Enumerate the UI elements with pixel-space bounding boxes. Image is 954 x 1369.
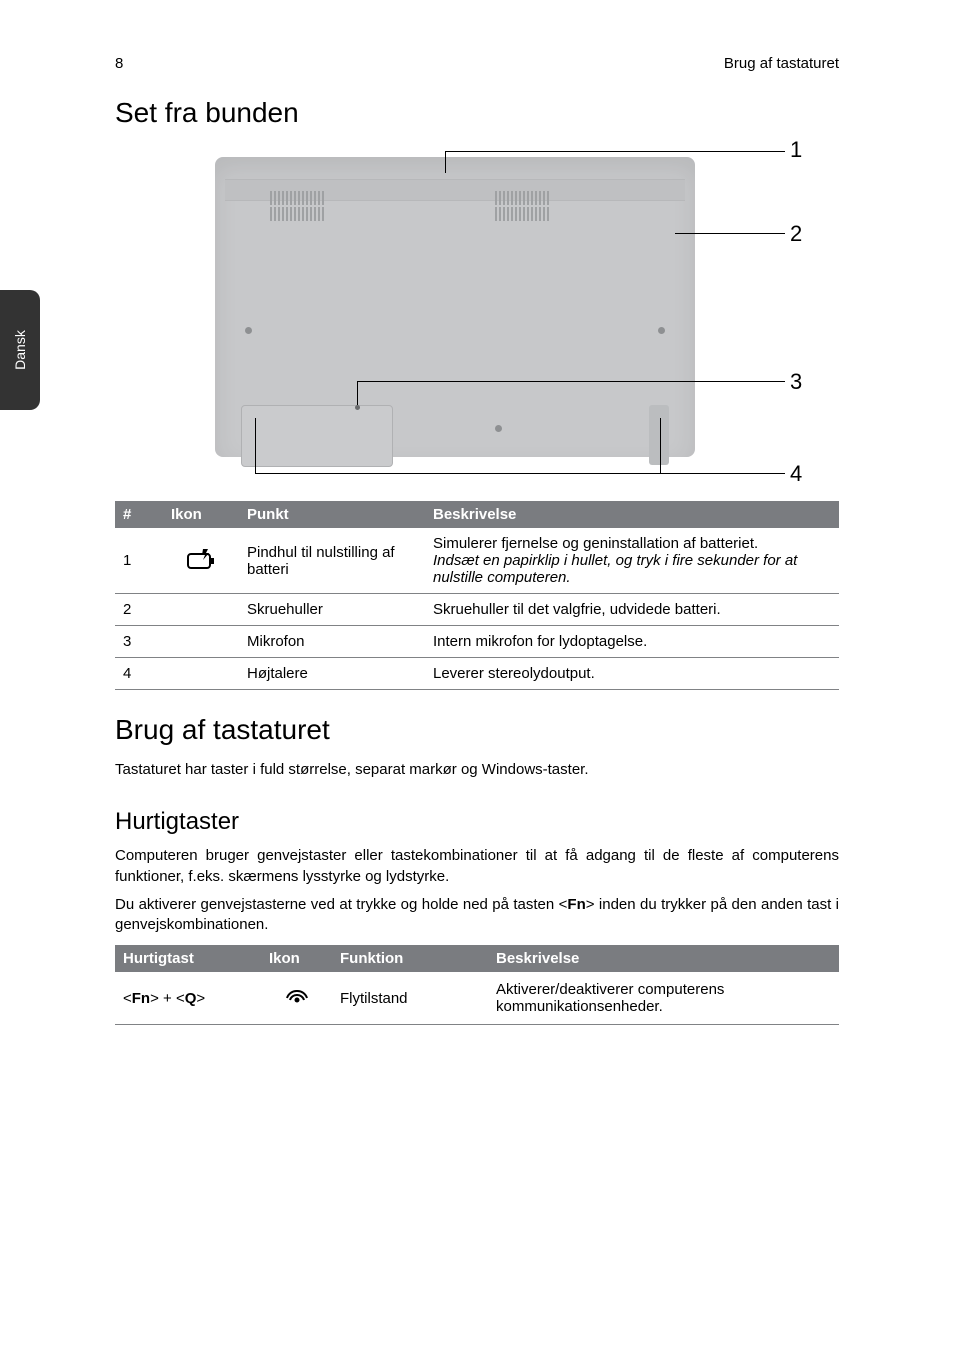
keyboard-intro: Tastaturet har taster i fuld størrelse, … bbox=[115, 760, 839, 780]
cell-num: 4 bbox=[115, 658, 163, 690]
cell-num: 2 bbox=[115, 594, 163, 626]
language-tab: Dansk bbox=[0, 290, 40, 410]
table-row: 1 Pindhul til nulstilling af batteri Sim… bbox=[115, 528, 839, 594]
components-table: # Ikon Punkt Beskrivelse 1 Pindhul til n… bbox=[115, 501, 839, 690]
cell-besk: Leverer stereolydoutput. bbox=[425, 658, 839, 690]
table-row: 2 Skruehuller Skruehuller til det valgfr… bbox=[115, 594, 839, 626]
th-besk: Beskrivelse bbox=[488, 945, 839, 972]
cell-func: Flytilstand bbox=[332, 972, 488, 1025]
table-row: 3 Mikrofon Intern mikrofon for lydoptage… bbox=[115, 626, 839, 658]
header-section: Brug af tastaturet bbox=[724, 55, 839, 72]
cell-besk: Intern mikrofon for lydoptagelse. bbox=[425, 626, 839, 658]
laptop-bottom-shell bbox=[215, 157, 695, 457]
heading-bottom-view: Set fra bunden bbox=[115, 97, 839, 129]
th-icon: Ikon bbox=[163, 501, 239, 528]
th-hotkey: Hurtigtast bbox=[115, 945, 261, 972]
heading-hotkeys: Hurtigtaster bbox=[115, 808, 839, 836]
th-func: Funktion bbox=[332, 945, 488, 972]
cell-num: 1 bbox=[115, 528, 163, 594]
language-label: Dansk bbox=[12, 330, 28, 370]
cell-punkt: Pindhul til nulstilling af batteri bbox=[239, 528, 425, 594]
cell-besk: Aktiverer/deaktiverer computerens kommun… bbox=[488, 972, 839, 1025]
hotkeys-table: Hurtigtast Ikon Funktion Beskrivelse <Fn… bbox=[115, 945, 839, 1025]
page-number: 8 bbox=[115, 55, 123, 72]
bottom-view-diagram: 1 2 3 4 bbox=[215, 143, 815, 483]
battery-reset-icon bbox=[163, 528, 239, 594]
page-header: 8 Brug af tastaturet bbox=[115, 55, 839, 72]
callout-1: 1 bbox=[790, 137, 802, 163]
cell-hotkey: <Fn> + <Q> bbox=[115, 972, 261, 1025]
heading-keyboard: Brug af tastaturet bbox=[115, 714, 839, 746]
cell-besk: Skruehuller til det valgfrie, udvidede b… bbox=[425, 594, 839, 626]
th-besk: Beskrivelse bbox=[425, 501, 839, 528]
table-row: 4 Højtalere Leverer stereolydoutput. bbox=[115, 658, 839, 690]
cell-num: 3 bbox=[115, 626, 163, 658]
cell-besk: Simulerer fjernelse og geninstallation a… bbox=[425, 528, 839, 594]
th-num: # bbox=[115, 501, 163, 528]
wireless-icon bbox=[261, 972, 332, 1025]
cell-punkt: Mikrofon bbox=[239, 626, 425, 658]
th-icon: Ikon bbox=[261, 945, 332, 972]
hotkeys-p1: Computeren bruger genvejstaster eller ta… bbox=[115, 846, 839, 887]
cell-punkt: Højtalere bbox=[239, 658, 425, 690]
cell-punkt: Skruehuller bbox=[239, 594, 425, 626]
callout-4: 4 bbox=[790, 461, 802, 487]
callout-3: 3 bbox=[790, 369, 802, 395]
table-row: <Fn> + <Q> Flytilstand Aktiverer/deaktiv… bbox=[115, 972, 839, 1025]
hotkeys-p2: Du aktiverer genvejstasterne ved at tryk… bbox=[115, 895, 839, 936]
th-punkt: Punkt bbox=[239, 501, 425, 528]
callout-2: 2 bbox=[790, 221, 802, 247]
